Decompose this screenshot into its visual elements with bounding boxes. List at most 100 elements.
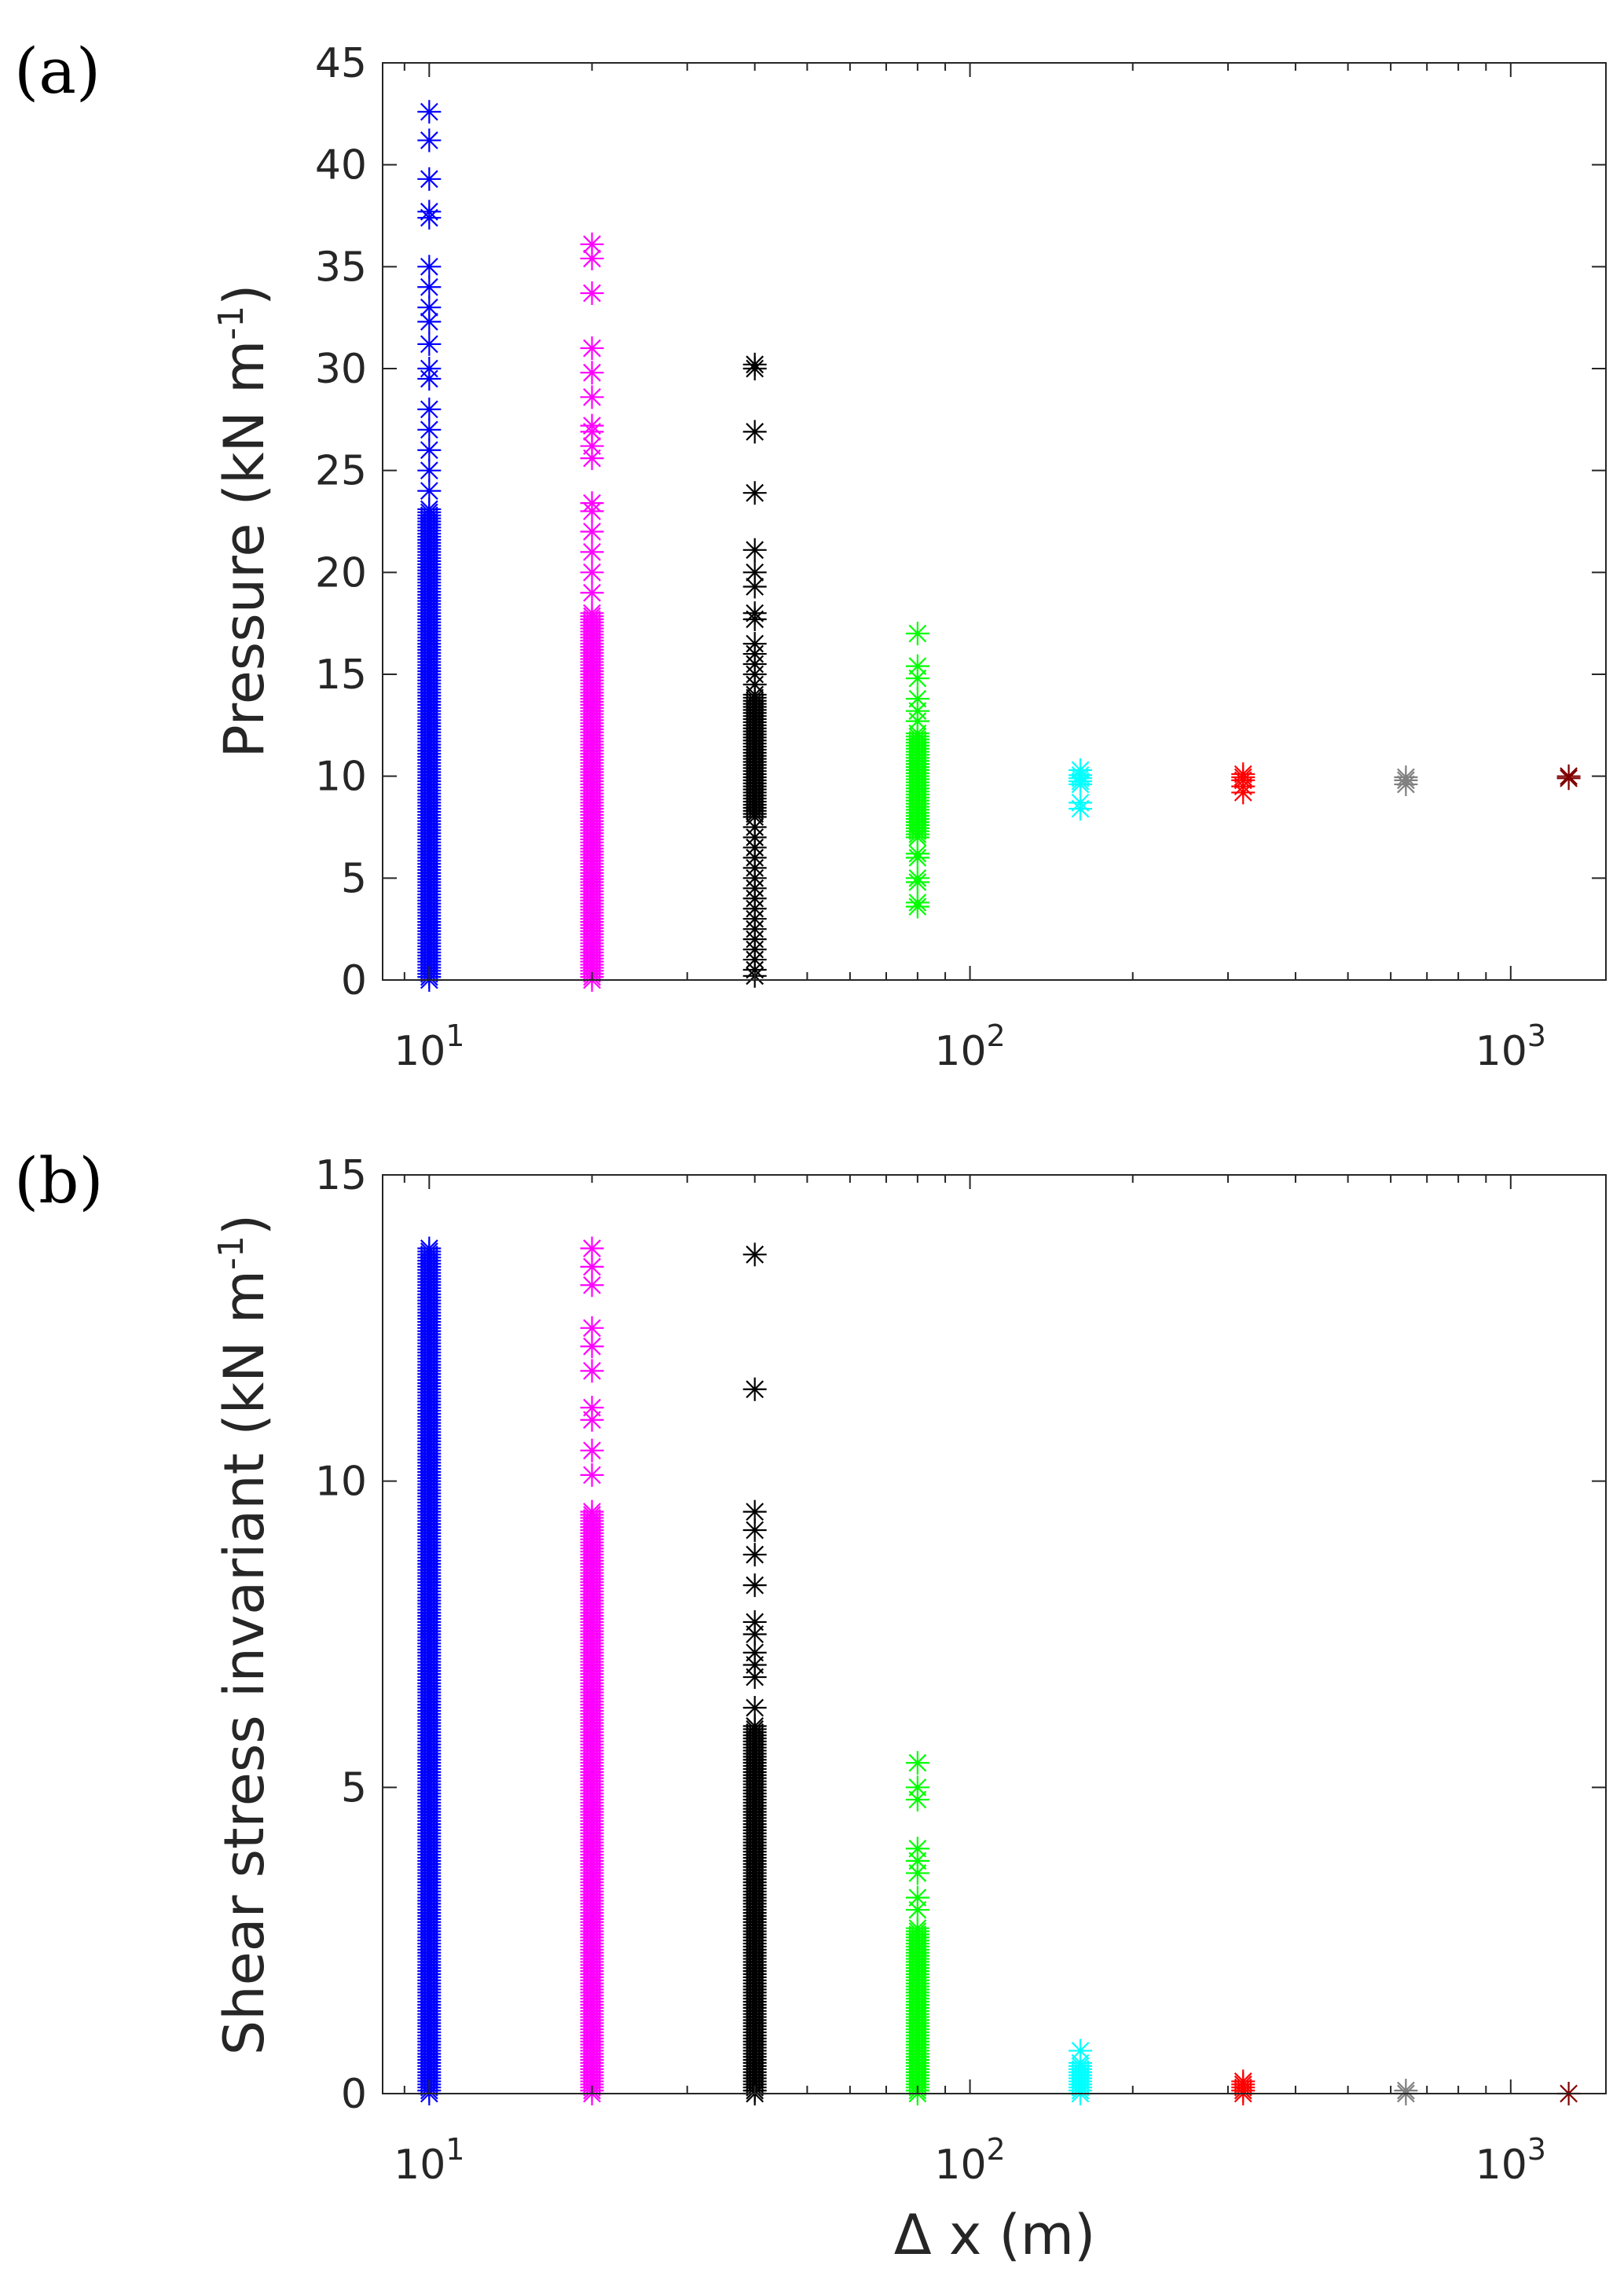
data-point-series-7: [1556, 766, 1581, 791]
data-point-series-1: [580, 560, 604, 585]
x-tick-exp: 1: [445, 2132, 464, 2167]
y-label-text: Shear stress invariant (kN m: [212, 1270, 277, 2055]
data-point-series-2: [742, 1499, 767, 1524]
data-point-series-5: [1231, 774, 1256, 798]
y-label-sup: -1: [211, 1235, 251, 1270]
data-point-series-4: [1069, 2039, 1093, 2063]
data-point-series-3: [905, 1916, 929, 1940]
y-tick-label: 30: [315, 346, 367, 393]
data-point-series-2: [742, 352, 767, 376]
data-point-series-0: [417, 332, 442, 356]
data-point-series-0: [417, 295, 442, 320]
data-point-series-0: [417, 458, 442, 483]
data-point-series-1: [580, 1463, 604, 1487]
data-point-series-2: [742, 1609, 767, 1634]
y-axis-label: Pressure (kN m-1): [211, 284, 277, 758]
y-tick-label: 45: [315, 40, 367, 87]
data-point-series-2: [742, 601, 767, 626]
data-point-series-0: [417, 417, 442, 442]
data-point-series-3: [905, 890, 929, 915]
data-point-series-2: [742, 481, 767, 505]
y-tick-label: 10: [315, 754, 367, 801]
y-tick-label: 35: [315, 244, 367, 291]
x-tick-label: 102: [934, 1019, 1005, 1075]
y-label-sup: -1: [211, 306, 251, 340]
x-tick-base: 10: [394, 1028, 445, 1075]
y-tick-label: 25: [315, 448, 367, 495]
data-point-series-1: [580, 1334, 604, 1359]
x-tick-base: 10: [934, 1028, 986, 1075]
data-point-series-1: [580, 1438, 604, 1463]
data-point-series-0: [417, 1236, 442, 1261]
x-tick-exp: 2: [987, 2132, 1006, 2167]
data-point-series-0: [417, 255, 442, 279]
x-tick-label: 101: [394, 2132, 464, 2189]
y-tick-label: 5: [341, 855, 367, 902]
x-tick-exp: 3: [1527, 2132, 1546, 2167]
data-point-series-3: [905, 622, 929, 646]
y-axis-label: Shear stress invariant (kN m-1): [211, 1214, 277, 2055]
data-point-series-2: [742, 1573, 767, 1598]
data-point-series-1: [580, 519, 604, 544]
data-point-series-1: [580, 1396, 604, 1420]
y-label-close: ): [212, 284, 277, 306]
data-point-series-1: [580, 1316, 604, 1340]
y-label-text: Pressure (kN m: [212, 340, 277, 758]
panel-label: (b): [14, 1144, 104, 1217]
data-point-series-0: [417, 397, 442, 421]
data-point-series-0: [417, 438, 442, 462]
x-tick-exp: 1: [445, 1019, 464, 1053]
x-axis-label: Δ x (m): [894, 2203, 1096, 2267]
y-tick-label: 15: [315, 651, 367, 699]
data-point-series-1: [580, 491, 604, 516]
y-label-close: ): [212, 1214, 277, 1235]
axes-box: [382, 62, 1607, 981]
panel-b: (b) Shear stress invariant (kN m-1) Δ x …: [14, 1144, 1607, 2267]
data-point-series-2: [742, 1377, 767, 1401]
data-points: [417, 100, 1581, 992]
data-point-series-0: [417, 100, 442, 124]
data-point-series-0: [417, 128, 442, 152]
data-point-series-2: [742, 538, 767, 562]
y-tick-label: 5: [341, 1764, 367, 1811]
data-point-series-3: [905, 1775, 929, 1800]
data-point-series-1: [580, 413, 604, 438]
y-tick-label: 40: [315, 142, 367, 189]
data-point-series-1: [580, 336, 604, 361]
x-tick-exp: 3: [1527, 1019, 1546, 1053]
x-tick-label: 103: [1476, 1019, 1546, 1075]
y-tick-label: 0: [341, 957, 367, 1004]
data-point-series-6: [1394, 2079, 1418, 2103]
y-tick-label: 15: [315, 1152, 367, 1199]
data-point-series-0: [417, 200, 442, 224]
data-point-series-2: [742, 815, 767, 839]
data-point-series-0: [417, 167, 442, 191]
data-point-series-3: [905, 866, 929, 890]
data-point-series-1: [580, 232, 604, 256]
y-tick-label: 20: [315, 549, 367, 596]
data-point-series-0: [417, 275, 442, 299]
data-point-series-1: [580, 540, 604, 564]
data-point-series-3: [905, 654, 929, 678]
data-point-series-5: [1231, 2069, 1256, 2094]
data-point-series-2: [742, 574, 767, 599]
data-point-series-1: [580, 385, 604, 409]
panel-label: (a): [14, 35, 101, 108]
data-point-series-1: [580, 281, 604, 306]
data-point-series-2: [742, 420, 767, 444]
data-point-series-6: [1394, 773, 1418, 797]
x-tick-label: 103: [1476, 2132, 1546, 2189]
x-tick-base: 10: [934, 2142, 986, 2189]
x-tick-base: 10: [1476, 1028, 1527, 1075]
data-point-series-0: [417, 479, 442, 503]
data-point-series-3: [905, 687, 929, 711]
data-point-series-3: [905, 1837, 929, 1861]
data-points: [417, 1236, 1581, 2105]
x-tick-label: 102: [934, 2132, 1005, 2189]
y-tick-label: 0: [341, 2071, 367, 2118]
data-point-series-3: [905, 1751, 929, 1775]
data-point-series-2: [742, 1696, 767, 1720]
data-point-series-1: [580, 246, 604, 270]
data-point-series-0: [417, 357, 442, 380]
data-point-series-1: [580, 1359, 604, 1383]
